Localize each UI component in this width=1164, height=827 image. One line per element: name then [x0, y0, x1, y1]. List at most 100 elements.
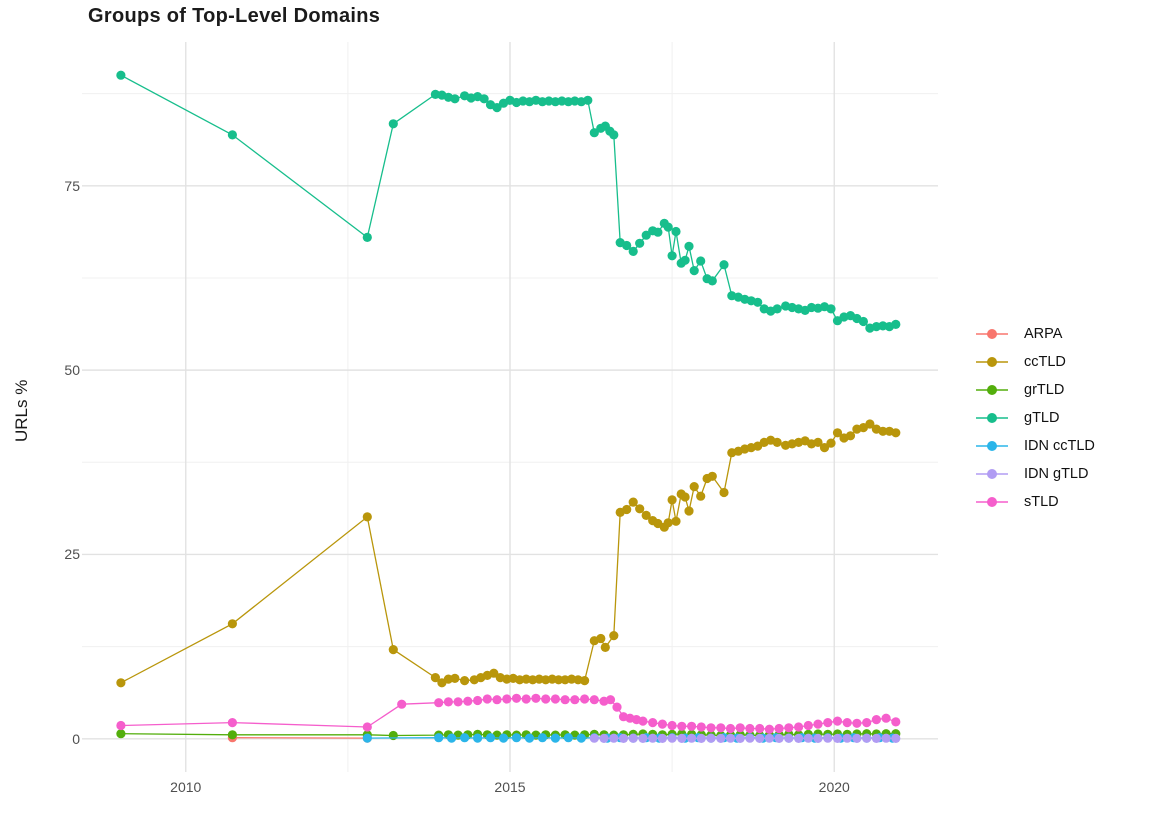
data-point-grtld [116, 729, 126, 739]
series-line-cctld [120, 423, 896, 684]
data-point-cctld [826, 438, 836, 448]
data-point-idn-cctld [537, 733, 548, 743]
data-point-cctld [696, 491, 706, 501]
data-point-cctld [819, 443, 830, 453]
data-point-idn-gtld [648, 733, 658, 743]
x-tick-label: 2010 [170, 779, 202, 795]
data-point-stld [862, 718, 872, 728]
data-point-gtld [826, 304, 836, 314]
data-point-cctld [628, 497, 638, 507]
data-point-idn-gtld [803, 733, 813, 743]
data-point-cctld [641, 510, 651, 520]
data-point-stld [823, 718, 833, 728]
data-point-grtld [227, 730, 237, 740]
data-point-gtld [227, 130, 237, 140]
data-point-cctld [832, 428, 843, 438]
y-tick-label: 75 [64, 177, 80, 194]
legend-key-icon [976, 408, 1008, 428]
x-tick-label: 2020 [818, 779, 850, 795]
data-point-idn-gtld [745, 733, 755, 743]
data-point-grtld [388, 730, 398, 741]
data-point-idn-cctld [563, 733, 574, 743]
data-point-gtld [609, 130, 619, 140]
data-point-cctld [554, 675, 564, 685]
data-point-cctld [596, 633, 606, 644]
data-point-idn-gtld [823, 733, 833, 743]
data-point-idn-gtld [813, 733, 823, 744]
data-point-stld [852, 718, 862, 728]
data-point-stld [706, 723, 716, 733]
data-point-gtld [667, 251, 677, 261]
legend-key-icon [976, 436, 1008, 456]
data-point-idn-gtld [725, 733, 736, 743]
legend-label: ARPA [1024, 326, 1063, 342]
legend-item-idn-cctld: IDN ccTLD [976, 436, 1095, 456]
data-point-cctld [600, 642, 610, 653]
data-point-idn-gtld [609, 733, 619, 743]
data-point-cctld [813, 437, 823, 447]
legend-key-icon [976, 464, 1008, 484]
series-line-gtld [120, 74, 897, 329]
data-point-gtld [707, 276, 717, 286]
data-point-idn-gtld [667, 733, 677, 743]
data-point-idn-gtld [589, 733, 599, 743]
data-point-stld [755, 723, 765, 734]
series-idn-gtld [589, 733, 901, 744]
legend: ARPA ccTLD grTLD gTLD IDN ccTLD IDN gTLD sTLD [976, 324, 1095, 512]
y-tick-label: 50 [64, 362, 80, 379]
data-point-gtld [479, 94, 489, 104]
data-point-gtld [388, 119, 398, 129]
data-point-cctld [635, 504, 645, 514]
data-point-idn-cctld [576, 733, 586, 743]
data-point-gtld [362, 232, 372, 242]
data-point-idn-gtld [599, 733, 609, 744]
data-point-cctld [388, 645, 398, 655]
series-gtld [116, 70, 901, 333]
y-tick-label: 0 [72, 730, 80, 747]
data-point-cctld [707, 471, 717, 481]
data-point-idn-gtld [891, 733, 901, 744]
data-point-stld [813, 719, 823, 729]
data-point-cctld [489, 668, 499, 678]
data-point-stld [580, 694, 590, 704]
data-point-stld [227, 718, 237, 728]
data-point-gtld [653, 227, 663, 237]
data-point-stld [397, 699, 407, 709]
legend-label: sTLD [1024, 494, 1059, 510]
data-point-cctld [663, 518, 673, 528]
data-point-cctld [689, 482, 699, 492]
data-point-cctld [580, 676, 590, 686]
series-cctld [116, 419, 901, 688]
data-point-stld [638, 716, 648, 726]
data-point-cctld [684, 506, 694, 516]
data-point-idn-cctld [550, 733, 561, 743]
data-point-stld [774, 723, 784, 734]
data-point-stld [511, 693, 522, 703]
data-point-stld [570, 695, 580, 705]
legend-label: IDN gTLD [1024, 466, 1089, 482]
data-point-gtld [684, 241, 694, 251]
data-point-cctld [116, 678, 126, 688]
data-point-stld [657, 719, 668, 729]
data-point-gtld [589, 128, 599, 138]
data-point-gtld [858, 316, 869, 327]
data-point-stld [560, 695, 570, 705]
data-point-stld [716, 723, 726, 733]
data-point-gtld [671, 226, 681, 237]
data-point-gtld [583, 95, 593, 105]
data-point-stld [463, 696, 473, 706]
legend-key-icon [976, 324, 1008, 344]
data-point-idn-gtld [687, 733, 697, 743]
data-point-idn-cctld [485, 733, 496, 743]
data-point-stld [443, 697, 453, 707]
data-point-gtld [641, 230, 651, 240]
data-point-cctld [680, 492, 690, 502]
data-point-stld [725, 723, 736, 734]
data-point-idn-cctld [447, 733, 457, 743]
data-point-idn-gtld [832, 733, 843, 744]
legend-label: IDN ccTLD [1024, 438, 1095, 454]
data-point-idn-gtld [862, 733, 872, 743]
data-point-stld [531, 693, 541, 703]
data-point-idn-cctld [511, 733, 522, 743]
